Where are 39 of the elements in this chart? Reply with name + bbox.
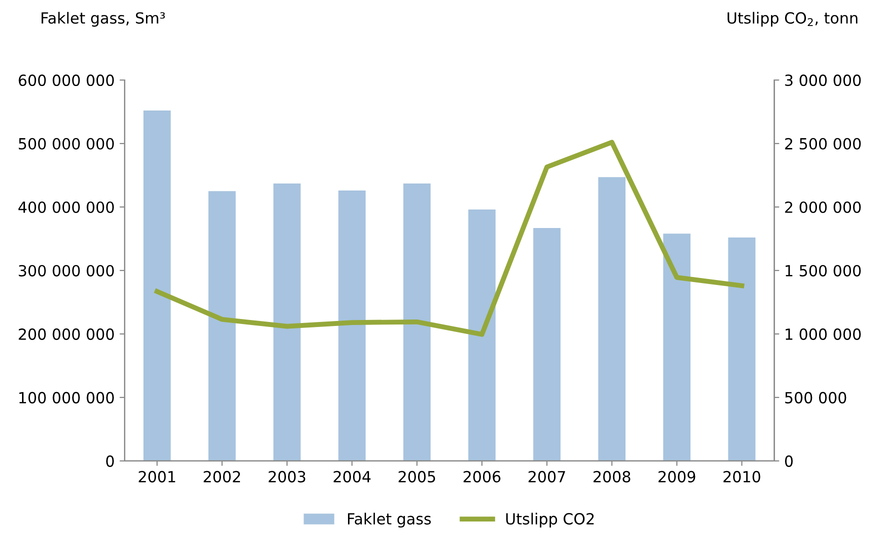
bar <box>208 191 236 461</box>
bar <box>338 190 366 461</box>
y-tick-label: 100 000 000 <box>19 392 114 404</box>
x-tick-label: 2001 <box>138 470 176 482</box>
y2-tick-label: 500 000 <box>785 392 846 404</box>
y2-tick-label: 0 <box>785 455 793 467</box>
y2-tick-label: 2 000 000 <box>785 201 861 214</box>
y-tick-label: 600 000 000 <box>18 74 114 86</box>
legend-label: Utslipp CO2 <box>506 512 594 528</box>
y2-tick-label: 2 500 000 <box>785 138 861 150</box>
x-tick-label: 2004 <box>334 470 371 482</box>
x-tick-label: 2006 <box>464 470 500 482</box>
bar <box>468 210 496 461</box>
y2-tick-label: 1 000 000 <box>786 328 861 340</box>
bar <box>273 184 301 461</box>
x-tick-label: 2002 <box>204 470 240 482</box>
bar <box>533 228 561 461</box>
bar <box>598 177 626 461</box>
bar <box>403 184 431 461</box>
y-tick-label: 200 000 000 <box>18 328 114 340</box>
y-tick-label: 0 <box>106 455 114 467</box>
y-axis-title: Faklet gass, Sm³ <box>42 12 165 27</box>
y2-tick-label: 3 000 000 <box>785 74 861 86</box>
y2-tick-label: 1 500 000 <box>786 264 861 276</box>
x-tick-label: 2009 <box>658 470 696 482</box>
line-series <box>154 140 744 337</box>
bar <box>728 237 756 461</box>
x-tick-label: 2008 <box>594 470 630 482</box>
y-tick-label: 300 000 000 <box>18 264 114 276</box>
y-tick-label: 500 000 000 <box>18 138 114 150</box>
y2-axis-title: Utslipp CO$_{2}$, tonn <box>728 12 858 27</box>
x-tick-label: 2005 <box>398 470 436 482</box>
x-tick-label: 2003 <box>268 470 306 482</box>
y-tick-label: 400 000 000 <box>18 201 114 214</box>
x-tick-label: 2007 <box>528 470 566 482</box>
x-tick-label: 2010 <box>723 470 760 482</box>
bar <box>663 234 690 461</box>
bar <box>143 110 171 461</box>
legend-label: Faklet gass <box>348 512 431 528</box>
